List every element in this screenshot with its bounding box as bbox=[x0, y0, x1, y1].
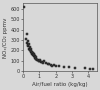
Point bbox=[31, 54, 33, 55]
Point bbox=[34, 56, 35, 57]
Point bbox=[29, 47, 31, 48]
Point bbox=[34, 57, 36, 59]
Point bbox=[37, 59, 39, 61]
Point bbox=[32, 51, 33, 53]
Point bbox=[63, 66, 65, 68]
Point bbox=[84, 68, 86, 69]
Point bbox=[40, 59, 41, 60]
Point bbox=[45, 62, 47, 64]
Point bbox=[44, 60, 45, 62]
Point bbox=[27, 40, 29, 42]
Point bbox=[50, 65, 52, 66]
Point bbox=[34, 57, 36, 58]
Point bbox=[30, 50, 32, 52]
Point bbox=[29, 49, 30, 51]
Point bbox=[35, 58, 36, 59]
Point bbox=[30, 50, 31, 51]
Point bbox=[33, 53, 34, 54]
Y-axis label: NOₓ/CO₂ ppmv: NOₓ/CO₂ ppmv bbox=[4, 17, 8, 58]
Point bbox=[28, 43, 30, 44]
Point bbox=[26, 33, 28, 34]
Point bbox=[32, 53, 34, 54]
Point bbox=[30, 51, 31, 53]
Point bbox=[40, 61, 42, 62]
Point bbox=[89, 68, 91, 70]
Point bbox=[74, 67, 76, 69]
Point bbox=[42, 62, 44, 63]
Point bbox=[28, 48, 30, 50]
X-axis label: Air/fuel ratio (kg/kg): Air/fuel ratio (kg/kg) bbox=[32, 82, 88, 86]
Point bbox=[36, 59, 38, 60]
Point bbox=[33, 55, 35, 57]
Point bbox=[31, 52, 32, 53]
Point bbox=[47, 63, 48, 64]
Point bbox=[68, 67, 70, 68]
Point bbox=[39, 60, 40, 62]
Point bbox=[38, 60, 39, 61]
Point bbox=[41, 61, 43, 63]
Point bbox=[58, 65, 60, 67]
Point bbox=[53, 64, 55, 66]
Point bbox=[30, 49, 32, 50]
Point bbox=[55, 66, 56, 67]
Point bbox=[25, 38, 27, 40]
Point bbox=[32, 54, 34, 56]
Point bbox=[35, 56, 37, 58]
Point bbox=[33, 55, 35, 56]
Point bbox=[48, 64, 50, 65]
Point bbox=[28, 44, 29, 45]
Point bbox=[52, 65, 53, 67]
Point bbox=[23, 6, 25, 7]
Point bbox=[27, 46, 28, 47]
Point bbox=[92, 68, 94, 69]
Point bbox=[26, 42, 28, 44]
Point bbox=[35, 58, 37, 60]
